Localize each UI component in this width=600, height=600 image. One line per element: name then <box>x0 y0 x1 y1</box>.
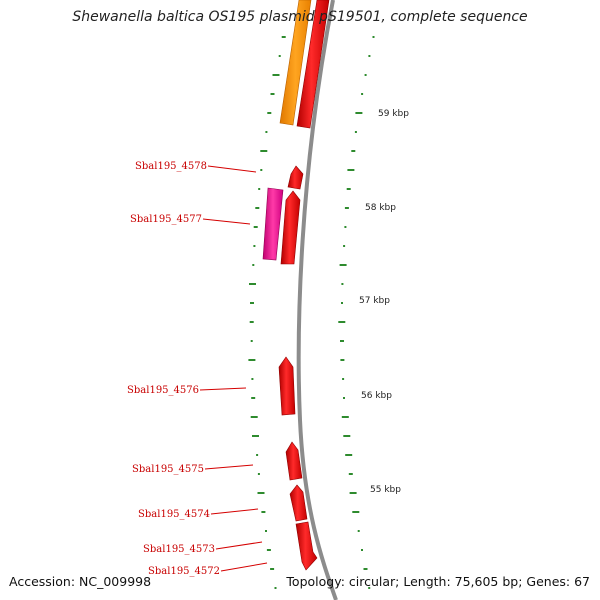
gc-skew-mark <box>344 226 347 228</box>
gene-label-4573: Sbal195_4573 <box>143 544 215 555</box>
gc-skew-mark <box>338 321 346 323</box>
gc-skew-mark <box>267 112 272 114</box>
gc-skew-mark <box>347 169 355 171</box>
scale-tick-55kbp: 55 kbp <box>370 485 401 495</box>
gc-skew-mark <box>260 169 263 171</box>
gc-skew-mark <box>278 55 281 57</box>
gc-skew-mark <box>251 397 256 399</box>
gc-skew-mark <box>352 511 360 513</box>
gc-skew-mark <box>339 264 347 266</box>
summary-text: Topology: circular; Length: 75,605 bp; G… <box>286 574 590 589</box>
gc-skew-mark <box>341 302 343 304</box>
gc-skew-mark <box>351 150 356 152</box>
gene-magenta-4577 <box>262 187 284 261</box>
scale-tick-59kbp: 59 kbp <box>378 109 409 119</box>
gc-skew-mark <box>252 264 255 266</box>
gc-skew-mark <box>361 93 364 95</box>
gc-skew-mark <box>340 359 345 361</box>
gc-skew-mark <box>361 549 363 551</box>
gc-skew-mark <box>343 397 345 399</box>
gc-skew-mark <box>260 150 268 152</box>
sequence-backbone <box>296 0 338 600</box>
gc-skew-track-outer <box>338 36 375 589</box>
gc-skew-mark <box>364 74 367 76</box>
gc-skew-mark <box>257 473 260 475</box>
gene-label-leaders <box>199 165 268 572</box>
gc-skew-mark <box>348 473 353 475</box>
gc-skew-mark <box>265 131 268 133</box>
gc-skew-mark <box>349 492 357 494</box>
gc-skew-mark <box>258 188 261 190</box>
gene-label-4575: Sbal195_4575 <box>132 464 204 475</box>
gc-skew-mark <box>346 188 351 190</box>
scale-tick-58kbp: 58 kbp <box>365 203 396 213</box>
gc-skew-mark <box>265 530 267 532</box>
gc-skew-mark <box>266 549 271 551</box>
gc-skew-mark <box>253 245 256 247</box>
gc-skew-mark <box>340 340 344 342</box>
gc-skew-mark <box>368 587 371 589</box>
gc-skew-mark <box>368 55 371 57</box>
gene-label-4572: Sbal195_4572 <box>148 566 220 577</box>
gc-skew-mark <box>342 378 345 380</box>
gene-arrow-4573 <box>295 521 318 571</box>
gc-skew-mark <box>253 226 258 228</box>
gc-skew-mark <box>341 283 344 285</box>
gene-arrow-4576 <box>278 356 296 416</box>
gene-red-top <box>296 0 330 129</box>
gene-arrow-4575 <box>285 441 303 481</box>
accession-text: Accession: NC_009998 <box>9 574 152 589</box>
gc-skew-mark <box>261 511 266 513</box>
gc-skew-mark <box>250 302 254 304</box>
gc-skew-mark <box>363 568 368 570</box>
gc-skew-mark <box>355 112 363 114</box>
gc-skew-track-inner <box>248 36 286 589</box>
gene-arrow-4578 <box>287 165 304 190</box>
scale-tick-56kbp: 56 kbp <box>361 391 392 401</box>
gene-arrow-4577 <box>280 190 301 265</box>
gene-label-4576: Sbal195_4576 <box>127 385 199 396</box>
gc-skew-mark <box>281 36 286 38</box>
gc-skew-mark <box>251 378 254 380</box>
gc-skew-mark <box>248 359 256 361</box>
gc-skew-mark <box>357 530 360 532</box>
gc-skew-mark <box>272 74 280 76</box>
gc-skew-mark <box>270 568 275 570</box>
gc-skew-mark <box>249 321 254 323</box>
gene-label-4574: Sbal195_4574 <box>138 509 210 520</box>
map-title: Shewanella baltica OS195 plasmid pS19501… <box>72 9 528 25</box>
gc-skew-mark <box>372 36 375 38</box>
gene-arrow-4574 <box>289 484 308 522</box>
gc-skew-mark <box>341 416 349 418</box>
gc-skew-mark <box>252 435 259 437</box>
gc-skew-mark <box>255 207 260 209</box>
gc-skew-mark <box>274 587 277 589</box>
gc-skew-mark <box>345 454 353 456</box>
gc-skew-mark <box>257 492 265 494</box>
gc-skew-mark <box>250 340 253 342</box>
gc-skew-mark <box>250 416 258 418</box>
gc-skew-mark <box>249 283 256 285</box>
scale-tick-57kbp: 57 kbp <box>359 296 390 306</box>
gc-skew-mark <box>343 245 346 247</box>
gene-label-4578: Sbal195_4578 <box>135 161 207 172</box>
gc-skew-mark <box>256 454 259 456</box>
gene-orange-top <box>279 0 312 126</box>
gc-skew-mark <box>354 131 357 133</box>
gc-skew-mark <box>270 93 275 95</box>
gc-skew-mark <box>344 207 349 209</box>
gene-label-4577: Sbal195_4577 <box>130 214 202 225</box>
gc-skew-mark <box>343 435 351 437</box>
